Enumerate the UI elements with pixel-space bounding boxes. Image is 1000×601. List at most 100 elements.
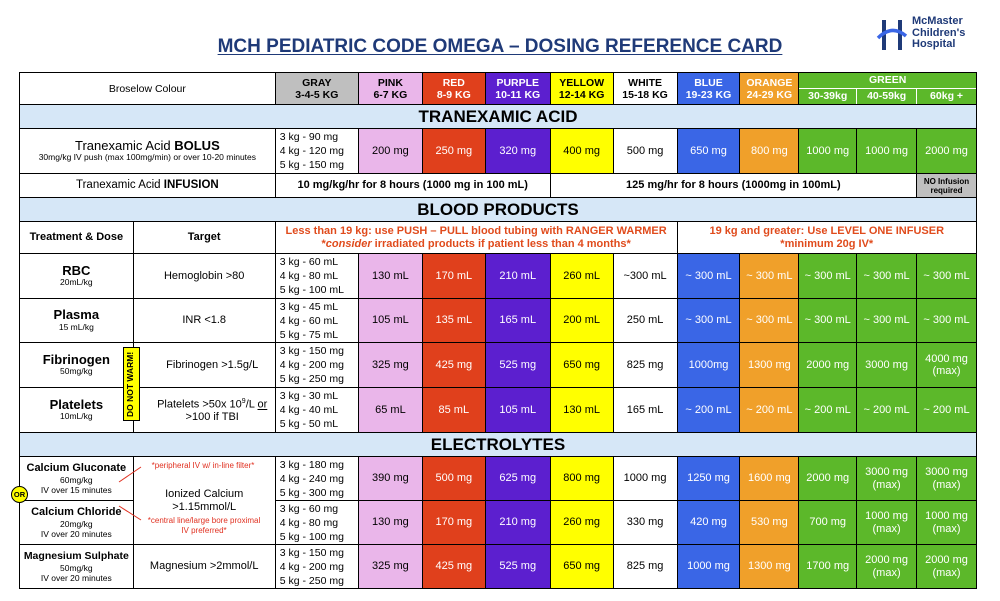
calcium-target-cell: Ionized Calcium >1.15mmol/L [132,456,276,545]
txa-infusion-label: Tranexamic Acid INFUSION [19,173,276,198]
gray-cell: 3 kg - 150 mg 4 kg - 200 mg 5 kg - 250 mg [274,342,359,388]
white-cell: 1000 mg [612,456,678,501]
level-one-note: 19 kg and greater: Use LEVEL ONE INFUSER… [676,221,978,254]
col-white: WHITE 15-18 KG [612,72,678,105]
white-cell: 825 mg [612,342,678,388]
white-cell: 825 mg [612,544,678,589]
txa-bolus-pink: 200 mg [357,128,423,174]
peripheral-iv-note: *peripheral IV w/ in-line filter* [151,461,255,470]
green-cell: 3000 mg [856,342,917,388]
pink-cell: 130 mg [357,500,423,545]
logo-line: McMaster [912,15,963,27]
txa-bolus-white: 500 mg [612,128,678,174]
txa-section-row: TRANEXAMIC ACID [19,104,977,129]
green-cell: ~ 300 mL [856,298,917,343]
pink-cell: 65 mL [357,387,423,433]
treatment-cell: RBC 20mL/kg [19,253,134,299]
txa-bolus-green3: 2000 mg [915,128,978,174]
blood-section-row: BLOOD PRODUCTS [19,197,977,222]
red-cell: 425 mg [421,342,486,388]
orange-cell: ~ 300 mL [739,253,800,299]
txa-section-heading: TRANEXAMIC ACID [19,104,977,129]
treatment-cell: Fibrinogen 50mg/kg [19,342,134,388]
txa-infusion-row: Tranexamic Acid INFUSION 10 mg/kg/hr for… [19,173,978,198]
purple-cell: 525 mg [484,342,551,388]
green-cell: 700 mg [798,500,858,545]
txa-bolus-row: Tranexamic Acid BOLUS 30mg/kg IV push (m… [19,128,978,174]
elec-row-ca-chloride: Calcium Chloride 20mg/kg IV over 20 minute… [19,500,978,545]
blood-row-rbc: RBC 20mL/kg Hemoglobin >80 3 kg - 60 mL 4 … [19,253,978,299]
green-cell: 3000 mg (max) [915,456,978,501]
purple-cell: 210 mg [484,500,551,545]
txa-bolus-gray: 3 kg - 90 mg 4 kg - 120 mg 5 kg - 150 mg [274,128,359,174]
col-blue: BLUE 19-23 KG [676,72,741,105]
red-cell: 500 mg [421,456,486,501]
broselow-header-row: Broselow Colour GRAY 3-4-5 KG PINK 6-7 KG … [19,72,977,105]
orange-cell: ~ 300 mL [739,298,800,343]
green-cell: ~ 300 mL [798,253,858,299]
electrolytes-section-heading: ELECTROLYTES [19,432,977,457]
col-red: RED 8-9 KG [421,72,486,105]
pink-cell: 325 mg [357,342,423,388]
target-cell: Hemoglobin >80 [132,253,276,299]
red-cell: 135 mL [421,298,486,343]
do-not-warm-badge: DO NOT WARM! [123,347,140,421]
blood-row-plasma: Plasma 15 mL/kg INR <1.8 3 kg - 45 mL 4 kg… [19,298,978,343]
green-cell: 2000 mg (max) [915,544,978,589]
treatment-cell: Calcium Gluconate 60mg/kg IV over 15 minut… [19,456,134,501]
blood-section-heading: BLOOD PRODUCTS [19,197,977,222]
push-pull-note: Less than 19 kg: use PUSH – PULL blood t… [274,221,678,254]
page-title: MCH PEDIATRIC CODE OMEGA – DOSING REFERE… [217,36,783,57]
purple-cell: 165 mL [484,298,551,343]
green-cell: ~ 200 mL [915,387,978,433]
gray-cell: 3 kg - 150 mg 4 kg - 200 mg 5 kg - 250 mg [274,544,359,589]
treatment-cell: Magnesium Sulphate 50mg/kg IV over 20 minu… [19,544,134,589]
treatment-cell: Plasma 15 mL/kg [19,298,134,343]
hospital-logo-icon [876,20,908,50]
green-cell: ~ 300 mL [915,253,978,299]
gray-cell: 3 kg - 30 mL 4 kg - 40 mL 5 kg - 50 mL [274,387,359,433]
txa-bolus-label: Tranexamic Acid BOLUS 30mg/kg IV push (m… [19,128,276,174]
green-cell: ~ 300 mL [798,298,858,343]
col-green: GREEN 30-39kg 40-59kg 60kg + [798,72,977,105]
blood-row-fibrinogen: Fibrinogen 50mg/kg Fibrinogen >1.5g/L 3 k… [19,342,978,388]
txa-bolus-green2: 1000 mg [856,128,917,174]
elec-row-mg-sulphate: Magnesium Sulphate 50mg/kg IV over 20 minu… [19,544,978,589]
red-cell: 85 mL [421,387,486,433]
green-cell: ~ 300 mL [856,253,917,299]
txa-bolus-orange: 800 mg [739,128,800,174]
purple-cell: 625 mg [484,456,551,501]
green-cell: ~ 200 mL [798,387,858,433]
txa-bolus-purple: 320 mg [484,128,551,174]
blue-cell: 1000mg [676,342,741,388]
central-line-note: *central line/large bore proximal IV pre… [147,516,261,535]
blue-cell: ~ 300 mL [676,253,741,299]
white-cell: 250 mL [612,298,678,343]
yellow-cell: 260 mg [549,500,614,545]
gray-cell: 3 kg - 60 mg 4 kg - 80 mg 5 kg - 100 mg [274,500,359,545]
txa-bolus-blue: 650 mg [676,128,741,174]
green-cell: 1700 mg [798,544,858,589]
white-cell: ~300 mL [612,253,678,299]
col-pink: PINK 6-7 KG [357,72,423,105]
green-cell: 1000 mg (max) [856,500,917,545]
pink-cell: 325 mg [357,544,423,589]
purple-cell: 525 mg [484,544,551,589]
purple-cell: 105 mL [484,387,551,433]
green-cell: 1000 mg (max) [915,500,978,545]
yellow-cell: 130 mL [549,387,614,433]
green-cell: ~ 200 mL [856,387,917,433]
white-cell: 330 mg [612,500,678,545]
or-badge: OR [11,486,28,503]
pink-cell: 390 mg [357,456,423,501]
col-orange: ORANGE 24-29 KG [739,72,800,105]
yellow-cell: 200 mL [549,298,614,343]
purple-cell: 210 mL [484,253,551,299]
yellow-cell: 650 mg [549,342,614,388]
red-cell: 170 mg [421,500,486,545]
orange-cell: ~ 200 mL [739,387,800,433]
txa-bolus-green1: 1000 mg [798,128,858,174]
white-cell: 165 mL [612,387,678,433]
broselow-label: Broselow Colour [19,72,276,105]
note-arrows [118,466,142,521]
